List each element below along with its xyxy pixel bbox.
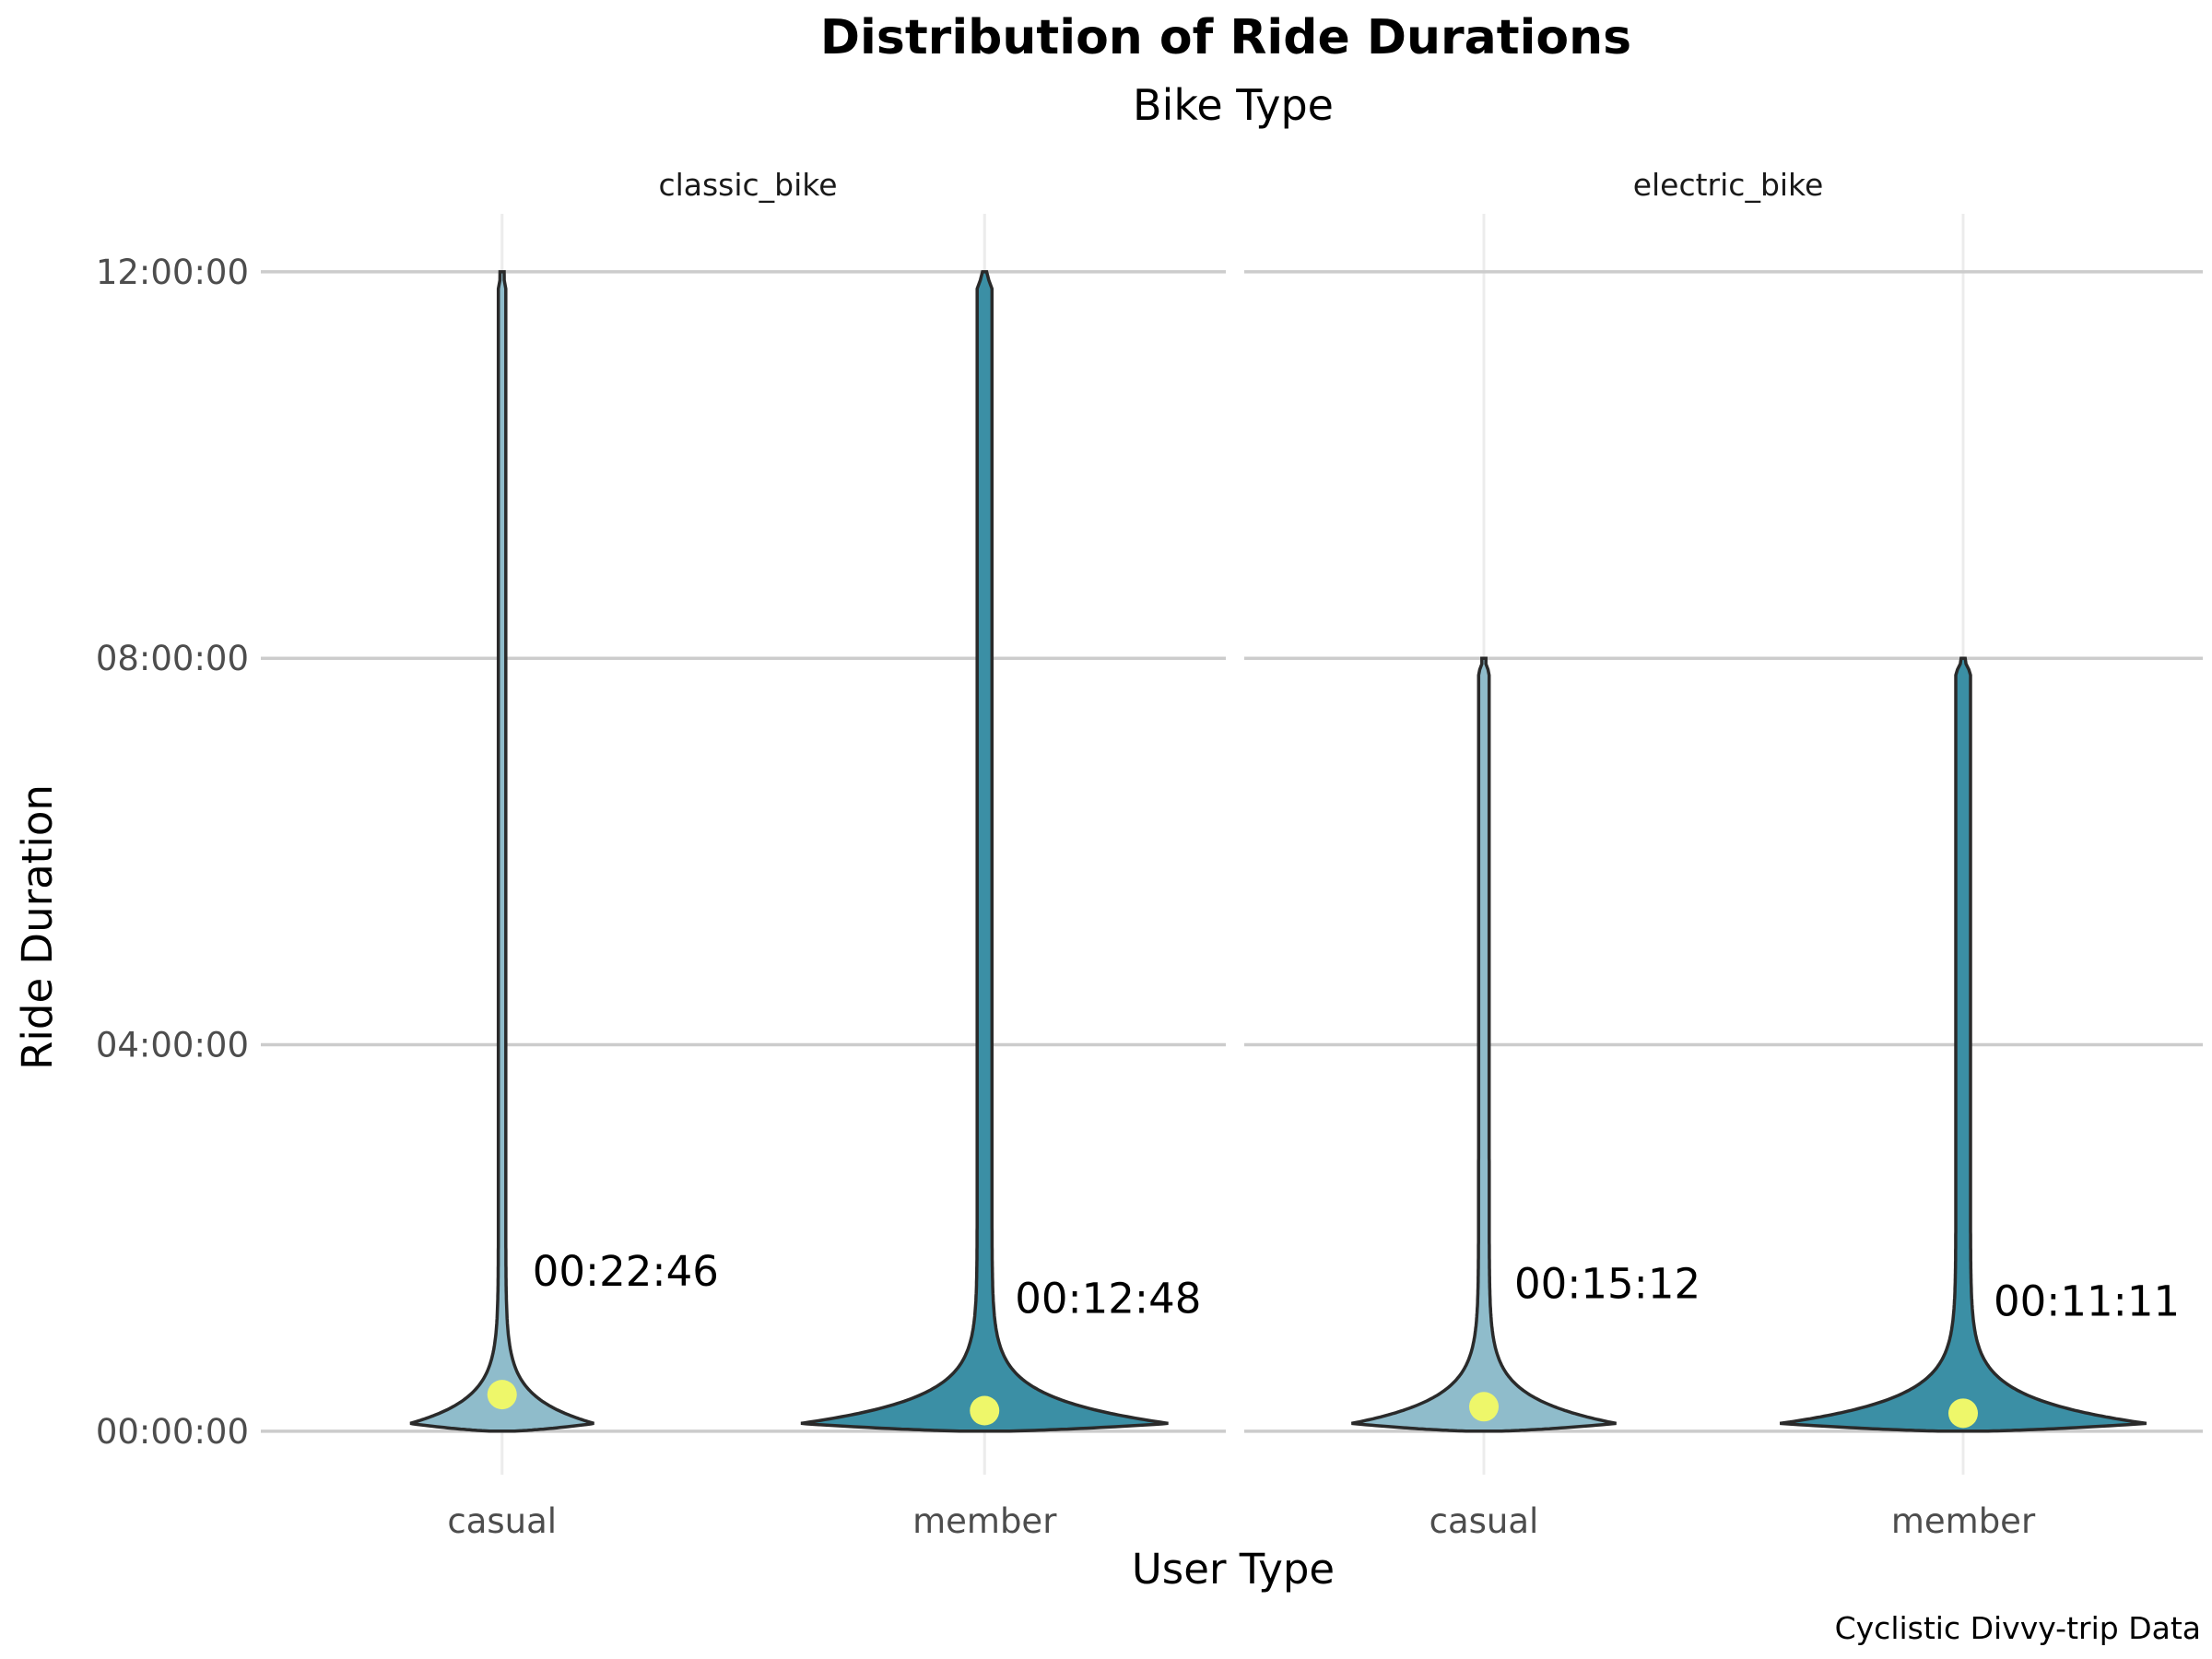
mean-point-electric_bike-member	[1948, 1398, 1978, 1429]
chart-title: Distribution of Ride Durations	[820, 10, 1631, 65]
y-axis-label: Ride Duration	[13, 784, 62, 1070]
facet-label-classic_bike: classic_bike	[658, 167, 837, 203]
mean-label-classic_bike-casual: 00:22:46	[533, 1247, 719, 1296]
mean-label-electric_bike-member: 00:11:11	[1994, 1277, 2180, 1325]
mean-point-electric_bike-casual	[1469, 1392, 1499, 1422]
y-tick-label-1: 04:00:00	[96, 1026, 249, 1065]
plot-area: 00:00:00 04:00:00 08:00:00 12:00:00 classic_…	[96, 167, 2203, 1541]
chart-caption: Cyclistic Divvy-trip Data	[1835, 1610, 2201, 1646]
facet-label-electric_bike: electric_bike	[1633, 167, 1824, 203]
x-tick-label-electric_bike-member: member	[1891, 1501, 2036, 1541]
x-tick-label-classic_bike-member: member	[912, 1501, 1057, 1541]
y-tick-label-3: 12:00:00	[96, 253, 249, 292]
violin-classic_bike-casual	[409, 270, 594, 1433]
chart-subtitle: Bike Type	[1133, 80, 1334, 130]
y-tick-label-2: 08:00:00	[96, 639, 249, 678]
mean-label-electric_bike-casual: 00:15:12	[1514, 1259, 1700, 1308]
mean-label-classic_bike-member: 00:12:48	[1015, 1274, 1201, 1323]
x-axis-label: User Type	[1132, 1545, 1335, 1594]
violin-electric_bike-casual	[1351, 656, 1617, 1433]
mean-point-classic_bike-casual	[487, 1380, 517, 1410]
x-tick-label-electric_bike-casual: casual	[1430, 1501, 1539, 1541]
violin-classic_bike-member	[800, 270, 1169, 1433]
mean-point-classic_bike-member	[970, 1395, 1000, 1426]
violin-electric_bike-member	[1779, 656, 2147, 1433]
x-tick-label-classic_bike-casual: casual	[447, 1501, 557, 1541]
y-tick-label-0: 00:00:00	[96, 1412, 249, 1452]
